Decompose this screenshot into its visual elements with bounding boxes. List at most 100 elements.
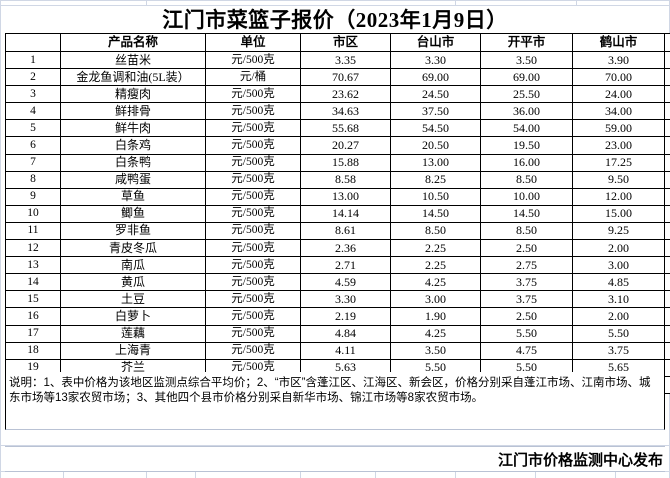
cell-unit: 元/500克 — [205, 239, 301, 258]
cell-unit: 元/500克 — [205, 187, 301, 206]
cell-taishan: 3.00 — [390, 290, 481, 309]
cell-heshan: 70.00 — [572, 68, 665, 87]
cell-name: 土豆 — [60, 290, 206, 309]
cell-name: 白条鸡 — [60, 136, 206, 155]
cell-heshan: 3.00 — [572, 256, 665, 275]
cell-unit: 元/500克 — [205, 341, 301, 360]
cell-taishan: 69.00 — [390, 68, 481, 87]
cell-taishan: 2.25 — [390, 239, 481, 258]
cell-taishan: 37.50 — [390, 102, 481, 121]
cell-heshan: 34.00 — [572, 102, 665, 121]
cell-taishan: 54.50 — [390, 119, 481, 138]
price-table: 产品名称 单位 市区 台山市 开平市 鹤山市 恩平市 1丝苗米元/500克3.3… — [5, 33, 670, 394]
cell-heshan: 59.00 — [572, 119, 665, 138]
cell-name: 丝苗米 — [60, 50, 206, 70]
cell-taishan: 8.25 — [390, 170, 481, 189]
cell-idx: 8 — [5, 170, 61, 189]
cell-unit: 元/500克 — [205, 102, 301, 121]
cell-kaiping: 54.00 — [480, 119, 573, 138]
cell-unit: 元/500克 — [205, 50, 301, 70]
cell-enping: 25.75 — [664, 85, 670, 104]
cell-idx: 9 — [5, 187, 61, 206]
cell-idx: 7 — [5, 153, 61, 172]
cell-shiqu: 2.19 — [300, 307, 391, 326]
cell-name: 白萝卜 — [60, 307, 206, 326]
cell-enping: 9.00 — [664, 221, 670, 241]
cell-heshan: 9.50 — [572, 170, 665, 189]
cell-kaiping: 14.50 — [480, 204, 573, 223]
cell-idx: 6 — [5, 136, 61, 155]
cell-taishan: 4.25 — [390, 273, 481, 292]
cell-enping: 6.00 — [664, 324, 670, 343]
cell-idx: 1 — [5, 50, 61, 70]
cell-unit: 元/500克 — [205, 221, 301, 241]
cell-taishan: 14.50 — [390, 204, 481, 223]
cell-kaiping: 25.50 — [480, 85, 573, 104]
cell-kaiping: 2.75 — [480, 256, 573, 275]
cell-kaiping: 3.75 — [480, 273, 573, 292]
cell-taishan: 10.50 — [390, 187, 481, 206]
cell-unit: 元/500克 — [205, 136, 301, 155]
cell-name: 莲藕 — [60, 324, 206, 343]
cell-enping: 19.50 — [664, 136, 670, 155]
cell-shiqu: 4.11 — [300, 341, 391, 360]
column-header-enping: 恩平市 — [664, 33, 670, 52]
cell-heshan: 12.00 — [572, 187, 665, 206]
cell-enping: 3.25 — [664, 375, 670, 394]
cell-name: 咸鸭蛋 — [60, 170, 206, 189]
cell-enping: 2.75 — [664, 239, 670, 258]
cell-name: 白条鸭 — [60, 153, 206, 172]
cell-idx: 18 — [5, 341, 61, 360]
cell-kaiping: 3.50 — [480, 50, 573, 70]
cell-unit: 元/500克 — [205, 204, 301, 223]
cell-kaiping: 10.00 — [480, 187, 573, 206]
cell-shiqu: 3.30 — [300, 290, 391, 309]
cell-shiqu: 23.62 — [300, 85, 391, 104]
cell-shiqu: 70.67 — [300, 68, 391, 87]
sheet-gridline-v — [615, 471, 616, 478]
column-header-shiqu: 市区 — [300, 33, 391, 52]
column-header-heshan: 鹤山市 — [572, 33, 665, 52]
sheet-gridline-v — [455, 0, 456, 6]
sheet-gridline-h — [0, 0, 670, 1]
cell-taishan: 13.00 — [390, 153, 481, 172]
cell-taishan: 8.50 — [390, 221, 481, 241]
cell-kaiping: 8.50 — [480, 170, 573, 189]
cell-idx: 2 — [5, 68, 61, 87]
cell-enping: 10.50 — [664, 187, 670, 206]
cell-unit: 元/500克 — [205, 85, 301, 104]
page-title: 江门市菜篮子报价（2023年1月9日） — [162, 8, 508, 32]
cell-name: 青皮冬瓜 — [60, 239, 206, 258]
cell-kaiping: 69.00 — [480, 68, 573, 87]
cell-shiqu: 55.68 — [300, 119, 391, 138]
sheet-gridline-v — [146, 0, 147, 6]
cell-enping: 3.90 — [664, 50, 670, 70]
cell-heshan: 3.10 — [572, 290, 665, 309]
cell-shiqu: 2.36 — [300, 239, 391, 258]
cell-heshan: 17.25 — [572, 153, 665, 172]
cell-idx: 12 — [5, 239, 61, 258]
cell-shiqu: 8.61 — [300, 221, 391, 241]
cell-shiqu: 8.58 — [300, 170, 391, 189]
sheet-gridline-h — [0, 5, 670, 6]
column-header-unit: 单位 — [205, 33, 301, 52]
cell-shiqu: 34.63 — [300, 102, 391, 121]
cell-enping: 72.00 — [664, 68, 670, 87]
cell-name: 金龙鱼调和油(5L装） — [60, 68, 206, 87]
cell-idx: 10 — [5, 204, 61, 223]
cell-idx: 4 — [5, 102, 61, 121]
cell-name: 精瘦肉 — [60, 85, 206, 104]
cell-shiqu: 13.00 — [300, 187, 391, 206]
